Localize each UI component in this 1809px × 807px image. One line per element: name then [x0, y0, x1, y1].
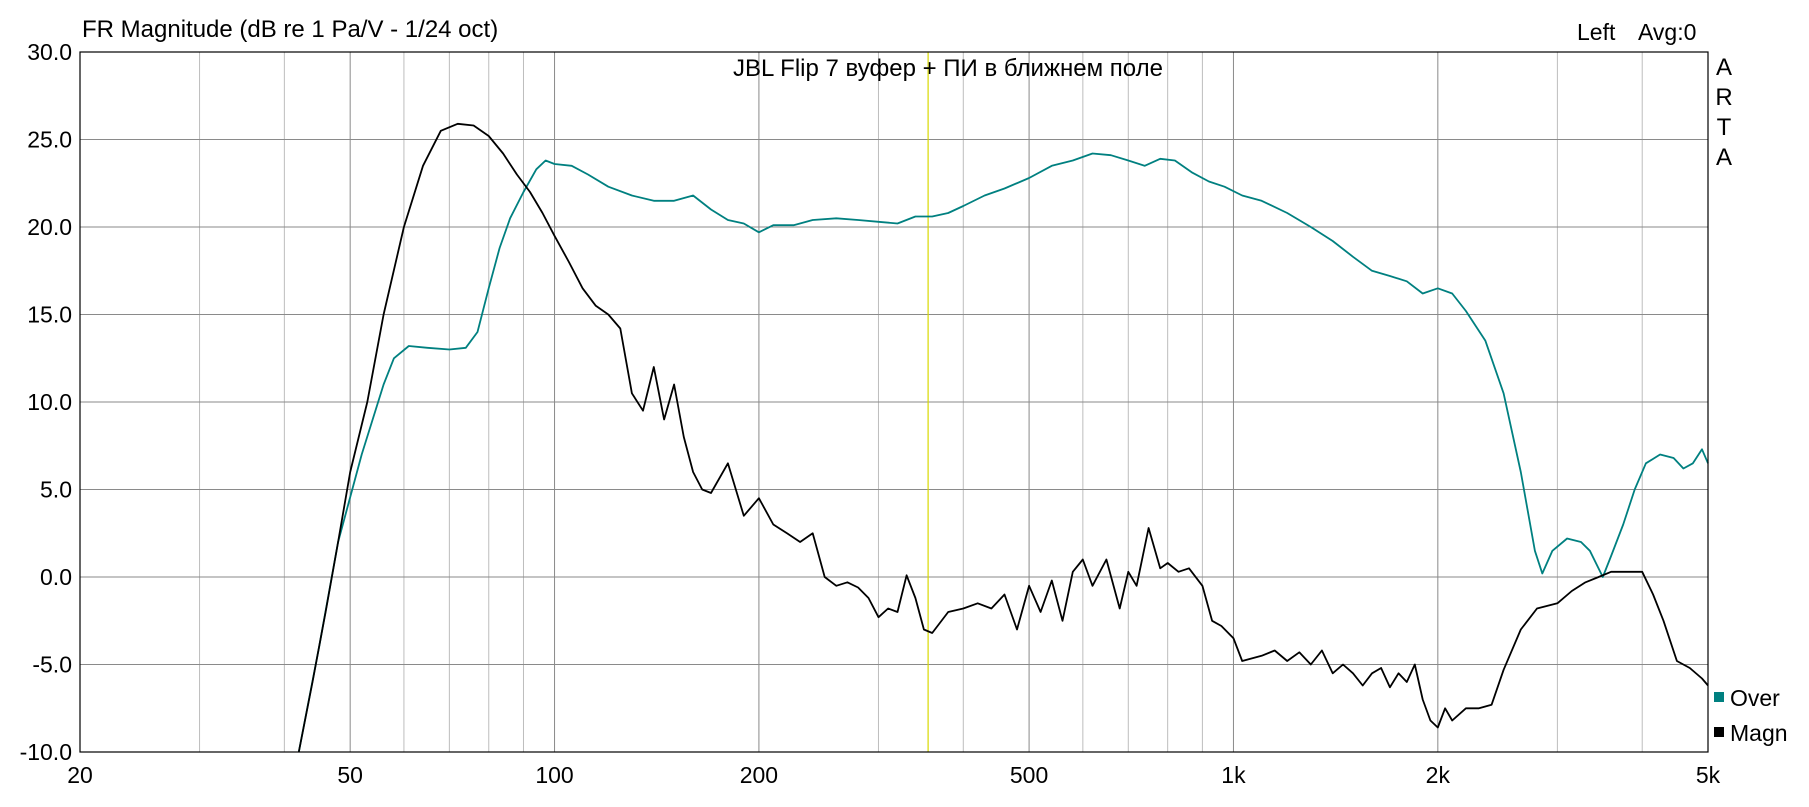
y-tick-label-0: 30.0 — [27, 39, 72, 65]
y-tick-label-5: 5.0 — [40, 477, 72, 503]
logo-letter-a2: A — [1716, 144, 1732, 171]
legend: Over Magn — [1714, 685, 1788, 746]
y-tick-label-3: 15.0 — [27, 302, 72, 328]
status-avg: Avg:0 — [1638, 19, 1696, 45]
logo-letter-r: R — [1715, 84, 1732, 111]
x-tick-label-1: 50 — [337, 762, 363, 788]
y-tick-label-2: 20.0 — [27, 214, 72, 240]
logo-letter-a1: A — [1716, 54, 1732, 81]
legend-label-over: Over — [1730, 685, 1780, 711]
y-tick-labels: 30.0 25.0 20.0 15.0 10.0 5.0 0.0 -5.0 -10.0 — [20, 39, 72, 765]
x-tick-label-7: 5k — [1696, 762, 1721, 788]
x-tick-label-0: 20 — [67, 762, 93, 788]
x-tick-label-3: 200 — [740, 762, 778, 788]
x-tick-label-2: 100 — [535, 762, 573, 788]
y-tick-label-4: 10.0 — [27, 389, 72, 415]
chart-title: FR Magnitude (dB re 1 Pa/V - 1/24 oct) — [82, 16, 498, 43]
series-line-magn — [297, 122, 1709, 753]
y-tick-label-7: -5.0 — [32, 652, 72, 678]
y-tick-label-6: 0.0 — [40, 564, 72, 590]
legend-label-magn: Magn — [1730, 720, 1788, 746]
x-tick-label-4: 500 — [1010, 762, 1048, 788]
x-tick-labels: 20 50 100 200 500 1k 2k 5k — [67, 762, 1720, 788]
arta-logo: A R T A — [1715, 54, 1732, 171]
plot-frame — [79, 51, 1709, 753]
y-tick-label-8: -10.0 — [20, 739, 72, 765]
x-tick-label-5: 1k — [1221, 762, 1246, 788]
series-layer — [297, 122, 1709, 753]
y-tick-label-1: 25.0 — [27, 127, 72, 153]
legend-swatch-magn — [1714, 727, 1724, 737]
series-line-over — [297, 152, 1709, 753]
status-left: Left — [1577, 19, 1616, 45]
x-tick-label-6: 2k — [1426, 762, 1451, 788]
chart-annotation: JBL Flip 7 вуфер + ПИ в ближнем поле — [733, 55, 1163, 82]
logo-letter-t: T — [1717, 114, 1732, 141]
legend-swatch-over — [1714, 692, 1724, 702]
